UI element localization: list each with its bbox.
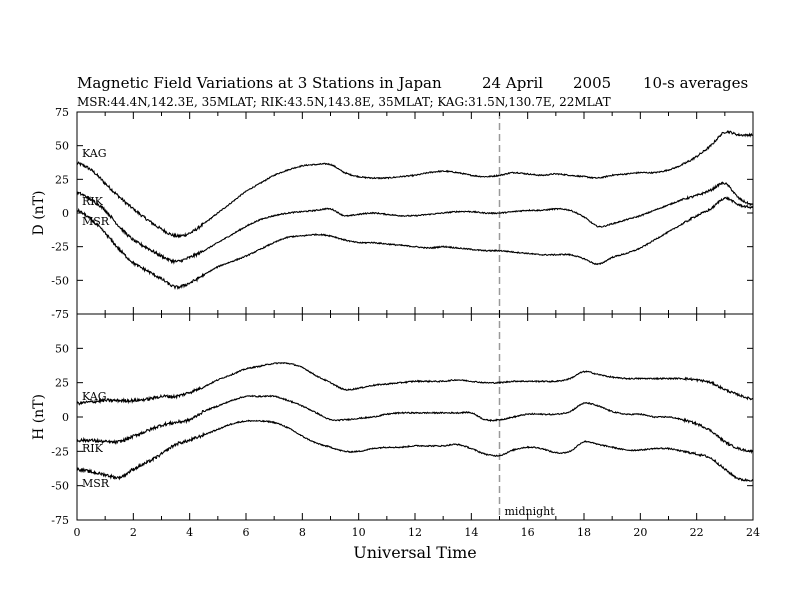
chart-date: 24 April bbox=[482, 74, 543, 92]
panel-h-ylabel: H (nT) bbox=[31, 394, 47, 440]
station-coordinates: MSR:44.4N,142.3E, 35MLAT; RIK:43.5N,143.… bbox=[77, 95, 611, 109]
y-tick-label: 25 bbox=[55, 377, 69, 390]
y-tick-label: 0 bbox=[62, 411, 69, 424]
x-tick-label: 20 bbox=[633, 526, 647, 539]
chart-averaging: 10-s averages bbox=[643, 74, 748, 92]
series-label-rik: RIK bbox=[82, 195, 104, 208]
x-axis-label: Universal Time bbox=[353, 543, 476, 562]
series-line-kag-d bbox=[76, 130, 754, 239]
midnight-label: midnight bbox=[505, 505, 556, 518]
x-tick-label: 4 bbox=[186, 526, 193, 539]
series-label-kag: KAG bbox=[82, 390, 107, 403]
y-tick-label: 0 bbox=[62, 207, 69, 220]
series-label-kag: KAG bbox=[82, 147, 107, 160]
y-tick-label: 75 bbox=[55, 106, 69, 119]
y-tick-label: -75 bbox=[51, 514, 69, 527]
x-tick-label: 12 bbox=[408, 526, 422, 539]
y-tick-label: 50 bbox=[55, 140, 69, 153]
x-tick-label: 22 bbox=[690, 526, 704, 539]
series-line-msr-h bbox=[76, 419, 754, 482]
x-tick-label: 6 bbox=[243, 526, 250, 539]
panel-h-frame bbox=[76, 313, 754, 521]
chart-year: 2005 bbox=[573, 74, 611, 92]
x-tick-label: 10 bbox=[352, 526, 366, 539]
y-tick-label: 25 bbox=[55, 173, 69, 186]
series-line-rik-h bbox=[76, 394, 754, 454]
chart-title: Magnetic Field Variations at 3 Stations … bbox=[77, 74, 442, 92]
y-tick-label: -75 bbox=[51, 308, 69, 321]
y-tick-label: -50 bbox=[51, 274, 69, 287]
y-tick-label: -25 bbox=[51, 241, 69, 254]
x-tick-label: 2 bbox=[130, 526, 137, 539]
y-tick-label: -25 bbox=[51, 445, 69, 458]
x-tick-label: 16 bbox=[521, 526, 535, 539]
series-label-msr: MSR bbox=[82, 477, 110, 490]
panel-d-ylabel: D (nT) bbox=[31, 191, 47, 236]
x-tick-label: 18 bbox=[577, 526, 591, 539]
series-line-rik-d bbox=[76, 181, 754, 265]
y-tick-label: -50 bbox=[51, 480, 69, 493]
series-label-rik: RIK bbox=[82, 442, 104, 455]
x-tick-label: 8 bbox=[299, 526, 306, 539]
series-line-kag-h bbox=[76, 362, 754, 406]
x-tick-label: 24 bbox=[746, 526, 760, 539]
y-tick-label: 50 bbox=[55, 342, 69, 355]
series-label-msr: MSR bbox=[82, 215, 110, 228]
x-tick-label: 0 bbox=[74, 526, 81, 539]
x-tick-label: 14 bbox=[464, 526, 478, 539]
panel-d-frame bbox=[76, 111, 754, 315]
series-line-msr-d bbox=[76, 196, 754, 290]
